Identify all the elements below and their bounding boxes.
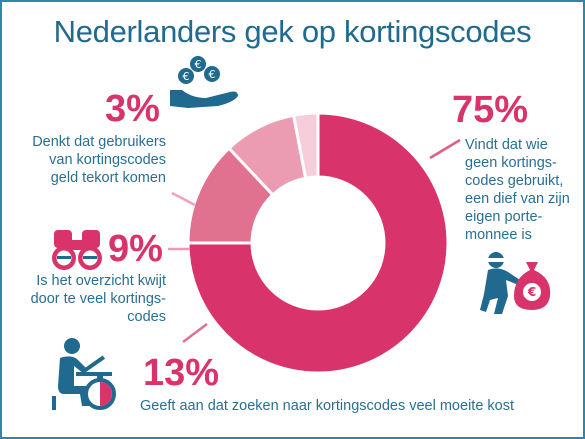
slice-label-75-percent: 75%: [452, 89, 529, 131]
euro-coin-label: €: [209, 68, 216, 81]
desc-line: Is het overzicht kwijt: [36, 273, 166, 289]
desc-line: een dief van zijn: [465, 191, 570, 207]
desc-line: Denkt dat gebruikers: [32, 134, 166, 150]
desc-line: codes gebruikt,: [465, 173, 564, 189]
leader-line-3: [171, 191, 196, 207]
binoculars-icon: [52, 230, 102, 270]
slice-label-9-percent: 9%: [108, 228, 163, 270]
leader-line-13: [182, 323, 208, 343]
leader-line-75: [429, 138, 461, 160]
slice-label-3-description: Denkt dat gebruikers van kortingscodes g…: [8, 133, 166, 187]
slice-label-9-description: Is het overzicht kwijt door te veel kort…: [4, 272, 166, 326]
donut-slice-3: [291, 111, 320, 180]
desc-line: geld tekort komen: [50, 170, 166, 186]
desc-line: codes: [127, 309, 166, 325]
slice-label-75-description: Vindt dat wie geen kortings- codes gebru…: [465, 136, 580, 244]
person-laptop-stopwatch-icon: [52, 338, 116, 410]
slice-label-13-description: Geeft aan dat zoeken naar kortingscodes …: [140, 397, 580, 415]
money-bag-euro-label: €: [527, 285, 536, 299]
euro-coin-label: €: [183, 70, 190, 83]
thief-money-bag-icon: €: [480, 252, 551, 314]
slice-label-13-percent: 13%: [143, 352, 220, 394]
page-title: Nederlanders gek op kortingscodes: [53, 14, 532, 49]
desc-line: door te veel kortings-: [30, 291, 166, 307]
donut-slice-75: [186, 111, 450, 375]
desc-line: monnee is: [465, 227, 532, 243]
desc-line: Vindt dat wie: [465, 137, 548, 153]
donut-slices: [186, 111, 450, 375]
slice-label-3-percent: 3%: [105, 88, 160, 130]
euro-coin-label: €: [195, 58, 202, 71]
desc-line: eigen porte-: [465, 209, 543, 225]
desc-line: geen kortings-: [465, 155, 557, 171]
desc-line: Geeft aan dat zoeken naar kortingscodes …: [140, 398, 514, 414]
hand-with-coins-icon: € € €: [170, 56, 238, 108]
desc-line: van kortingscodes: [49, 152, 166, 168]
